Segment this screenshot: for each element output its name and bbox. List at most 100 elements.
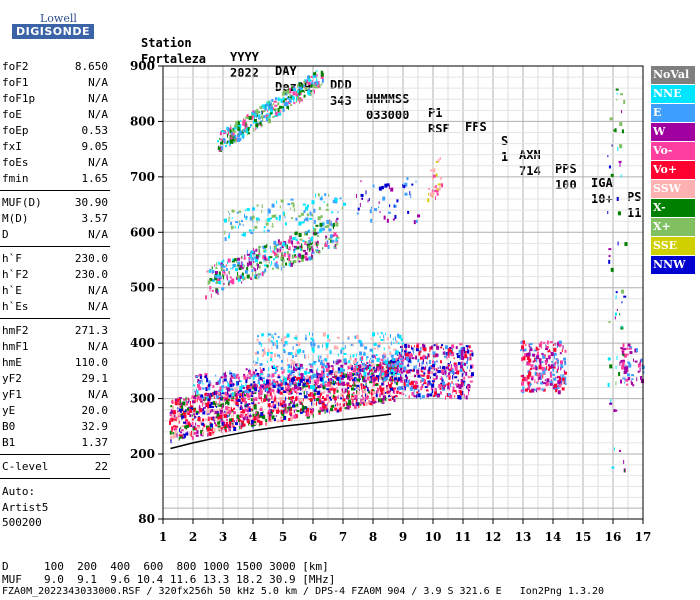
- data-point: [236, 275, 240, 279]
- data-point: [608, 321, 611, 324]
- data-point: [415, 364, 417, 369]
- data-point: [324, 244, 328, 248]
- data-point: [439, 386, 442, 390]
- data-point: [329, 370, 333, 374]
- data-point: [445, 345, 449, 350]
- data-point: [254, 118, 258, 122]
- data-point: [390, 369, 394, 373]
- data-point: [444, 370, 447, 375]
- data-point: [427, 369, 429, 374]
- data-point: [238, 225, 240, 229]
- data-point: [226, 411, 228, 414]
- data-point: [333, 345, 337, 350]
- data-point: [241, 383, 243, 387]
- data-point: [432, 191, 435, 196]
- data-point: [620, 93, 624, 96]
- data-point: [281, 106, 284, 109]
- data-point: [639, 361, 641, 365]
- data-point: [243, 397, 245, 402]
- param-name: foF2: [2, 60, 29, 73]
- data-point: [623, 366, 627, 370]
- data-point: [278, 397, 282, 401]
- data-point: [307, 77, 311, 81]
- data-point: [258, 265, 261, 269]
- data-point: [299, 245, 302, 249]
- data-point: [288, 259, 290, 264]
- data-point: [439, 176, 442, 180]
- data-point: [233, 383, 235, 387]
- data-point: [255, 271, 257, 275]
- data-point: [244, 125, 246, 128]
- data-point: [272, 258, 275, 261]
- data-point: [382, 377, 384, 381]
- data-point: [271, 214, 275, 218]
- data-point: [202, 401, 206, 405]
- data-point: [268, 338, 271, 343]
- data-point: [355, 399, 357, 403]
- data-point: [278, 215, 281, 219]
- param-row: foF2 8.650: [2, 60, 108, 75]
- data-point: [616, 92, 618, 95]
- data-point: [543, 341, 546, 344]
- data-point: [208, 404, 212, 409]
- data-point: [224, 145, 227, 148]
- data-point: [321, 405, 325, 409]
- data-point: [357, 391, 359, 394]
- data-point: [298, 392, 302, 395]
- data-point: [416, 391, 419, 394]
- data-point: [338, 380, 341, 384]
- data-point: [370, 361, 374, 364]
- data-point: [248, 391, 252, 396]
- data-point: [243, 264, 245, 269]
- data-point: [322, 396, 325, 400]
- data-point: [421, 361, 423, 366]
- data-point: [212, 400, 215, 405]
- data-point: [326, 405, 328, 410]
- data-point: [431, 366, 435, 369]
- data-point: [229, 377, 232, 382]
- header-label-iga: IGA: [591, 176, 613, 190]
- data-point: [310, 393, 314, 398]
- data-point: [268, 413, 272, 417]
- data-point: [320, 215, 323, 219]
- data-point: [223, 275, 225, 280]
- data-point: [305, 385, 309, 388]
- data-point: [325, 345, 328, 349]
- data-point: [546, 340, 549, 345]
- data-point: [286, 343, 288, 346]
- data-point: [261, 204, 263, 209]
- data-point: [254, 268, 257, 272]
- data-point: [228, 429, 230, 432]
- data-point: [325, 342, 329, 347]
- data-point: [432, 360, 436, 365]
- data-point: [206, 270, 208, 273]
- data-point: [229, 370, 231, 375]
- data-point: [258, 111, 260, 114]
- data-point: [302, 84, 304, 89]
- data-point: [215, 374, 217, 377]
- data-point: [336, 217, 339, 220]
- data-point: [286, 389, 289, 394]
- data-point: [547, 350, 551, 353]
- param-name: hmF2: [2, 324, 29, 337]
- data-point: [203, 406, 206, 409]
- data-point: [327, 378, 330, 382]
- data-point: [342, 403, 345, 407]
- data-point: [429, 349, 431, 352]
- data-point: [252, 111, 256, 114]
- data-point: [322, 344, 324, 348]
- data-point: [545, 346, 549, 349]
- data-point: [377, 390, 379, 393]
- data-point: [263, 245, 267, 248]
- param-value: 32.9: [81, 420, 109, 433]
- data-point: [382, 400, 385, 403]
- data-point: [252, 251, 255, 254]
- data-point: [459, 356, 463, 360]
- data-point: [296, 354, 298, 357]
- data-point: [388, 383, 392, 388]
- data-point: [299, 378, 303, 383]
- data-point: [374, 208, 378, 212]
- data-point: [319, 384, 322, 388]
- data-point: [442, 372, 445, 375]
- data-point: [178, 437, 180, 441]
